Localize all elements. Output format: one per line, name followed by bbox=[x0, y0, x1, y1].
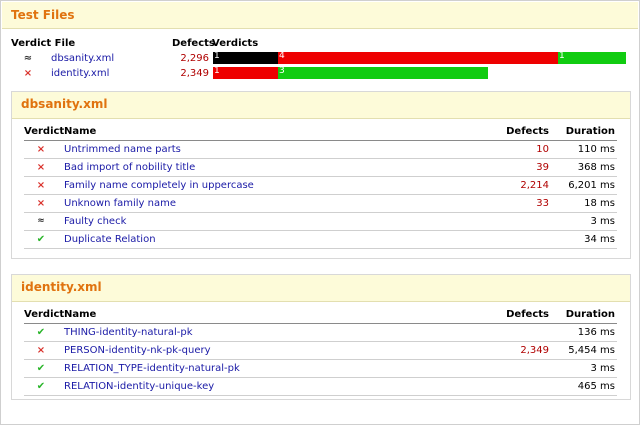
summary-row: ≈ dbsanity.xml 2,296 1 4 1 bbox=[1, 51, 640, 67]
table-row: ✔ Duplicate Relation 34 ms bbox=[24, 231, 617, 249]
verdict-count: 1 bbox=[559, 51, 565, 61]
name-column-header: Name bbox=[64, 126, 97, 137]
verdict-bar: 1 4 1 bbox=[213, 51, 626, 64]
table-row: ✔ RELATION-identity-unique-key 465 ms bbox=[24, 378, 617, 396]
check-name-link[interactable]: PERSON-identity-nk-pk-query bbox=[64, 345, 211, 356]
defects-column-header: Defects bbox=[506, 126, 549, 137]
table-row: ≈ Faulty check 3 ms bbox=[24, 213, 617, 231]
verdict-bar-segment: 4 bbox=[278, 51, 558, 64]
table-header: Verdict Name Defects Duration bbox=[24, 124, 617, 141]
fail-x-icon: × bbox=[36, 180, 46, 191]
check-name-link[interactable]: RELATION_TYPE-identity-natural-pk bbox=[64, 363, 240, 374]
pass-check-icon: ✔ bbox=[36, 234, 46, 245]
duration-cell: 34 ms bbox=[584, 234, 615, 245]
duration-cell: 110 ms bbox=[577, 144, 615, 155]
table-row: × Bad import of nobility title 39 368 ms bbox=[24, 159, 617, 177]
verdict-column-header: Verdict bbox=[24, 126, 65, 137]
duration-cell: 368 ms bbox=[577, 162, 615, 173]
duration-cell: 5,454 ms bbox=[568, 345, 615, 356]
defects-cell: 33 bbox=[536, 198, 549, 209]
duration-column-header: Duration bbox=[565, 126, 615, 137]
fail-x-icon: × bbox=[36, 198, 46, 209]
verdict-count: 1 bbox=[214, 66, 220, 76]
panel-title: dbsanity.xml bbox=[21, 97, 108, 111]
name-column-header: Name bbox=[64, 309, 97, 320]
check-name-link[interactable]: Unknown family name bbox=[64, 198, 177, 209]
check-name-link[interactable]: Faulty check bbox=[64, 216, 127, 227]
pass-check-icon: ✔ bbox=[36, 327, 46, 338]
table-row: ✔ THING-identity-natural-pk 136 ms bbox=[24, 324, 617, 342]
panel-header: identity.xml bbox=[12, 275, 630, 302]
defect-count: 2,349 bbox=[180, 68, 209, 79]
duration-cell: 6,201 ms bbox=[568, 180, 615, 191]
table-row: × PERSON-identity-nk-pk-query 2,349 5,454 m… bbox=[24, 342, 617, 360]
panel-identity: identity.xml Verdict Name Defects Durati… bbox=[11, 274, 631, 400]
defect-count: 2,296 bbox=[180, 53, 209, 64]
pass-check-icon: ✔ bbox=[36, 381, 46, 392]
fail-x-icon: × bbox=[36, 162, 46, 173]
duration-cell: 465 ms bbox=[577, 381, 615, 392]
table-body: × Untrimmed name parts 10 110 ms × Bad import… bbox=[24, 141, 617, 249]
title-bar: Test Files bbox=[2, 2, 638, 29]
summary-row: × identity.xml 2,349 1 3 bbox=[1, 66, 640, 82]
file-link[interactable]: identity.xml bbox=[51, 68, 110, 79]
panel-header: dbsanity.xml bbox=[12, 92, 630, 119]
duration-cell: 3 ms bbox=[590, 216, 616, 227]
table-row: × Untrimmed name parts 10 110 ms bbox=[24, 141, 617, 159]
duration-cell: 136 ms bbox=[577, 327, 615, 338]
panel-dbsanity: dbsanity.xml Verdict Name Defects Durati… bbox=[11, 91, 631, 259]
table-row: ✔ RELATION_TYPE-identity-natural-pk 3 ms bbox=[24, 360, 617, 378]
verdict-bar-segment: 1 bbox=[213, 66, 278, 79]
verdict-count: 4 bbox=[279, 51, 285, 61]
verdicts-header: Verdicts bbox=[212, 38, 259, 49]
verdict-column-header: Verdict bbox=[24, 309, 65, 320]
defects-column-header: Defects bbox=[506, 309, 549, 320]
check-name-link[interactable]: Untrimmed name parts bbox=[64, 144, 181, 155]
check-name-link[interactable]: Duplicate Relation bbox=[64, 234, 156, 245]
verdict-count: 1 bbox=[214, 51, 220, 61]
check-name-link[interactable]: RELATION-identity-unique-key bbox=[64, 381, 215, 392]
table-body: ✔ THING-identity-natural-pk 136 ms × PERSON-… bbox=[24, 324, 617, 396]
check-name-link[interactable]: THING-identity-natural-pk bbox=[64, 327, 193, 338]
verdict-file-header: Verdict File bbox=[11, 38, 76, 49]
defects-cell: 2,349 bbox=[520, 345, 549, 356]
table-row: × Family name completely in uppercase 2,21… bbox=[24, 177, 617, 195]
defects-header: Defects bbox=[172, 38, 215, 49]
defects-cell: 2,214 bbox=[520, 180, 549, 191]
defects-cell: 10 bbox=[536, 144, 549, 155]
check-name-link[interactable]: Bad import of nobility title bbox=[64, 162, 196, 173]
results-table: Verdict Name Defects Duration ✔ THING-ide… bbox=[24, 307, 617, 396]
verdict-bar-segment: 3 bbox=[278, 66, 488, 79]
file-link[interactable]: dbsanity.xml bbox=[51, 53, 115, 64]
panel-title: identity.xml bbox=[21, 280, 102, 294]
defects-cell: 39 bbox=[536, 162, 549, 173]
table-row: × Unknown family name 33 18 ms bbox=[24, 195, 617, 213]
pass-check-icon: ✔ bbox=[36, 363, 46, 374]
faulty-icon: ≈ bbox=[37, 216, 45, 226]
results-table: Verdict Name Defects Duration × Untrimmed… bbox=[24, 124, 617, 249]
table-header: Verdict Name Defects Duration bbox=[24, 307, 617, 324]
verdict-count: 3 bbox=[279, 66, 285, 76]
fail-x-icon: × bbox=[36, 144, 46, 155]
duration-cell: 18 ms bbox=[584, 198, 615, 209]
fail-x-icon: × bbox=[36, 345, 46, 356]
verdict-bar-segment: 1 bbox=[213, 51, 278, 64]
faulty-icon: ≈ bbox=[23, 53, 33, 64]
check-name-link[interactable]: Family name completely in uppercase bbox=[64, 180, 254, 191]
page-title: Test Files bbox=[11, 8, 75, 22]
fail-x-icon: × bbox=[23, 68, 33, 79]
duration-cell: 3 ms bbox=[590, 363, 616, 374]
verdict-bar-segment: 1 bbox=[558, 51, 626, 64]
duration-column-header: Duration bbox=[565, 309, 615, 320]
